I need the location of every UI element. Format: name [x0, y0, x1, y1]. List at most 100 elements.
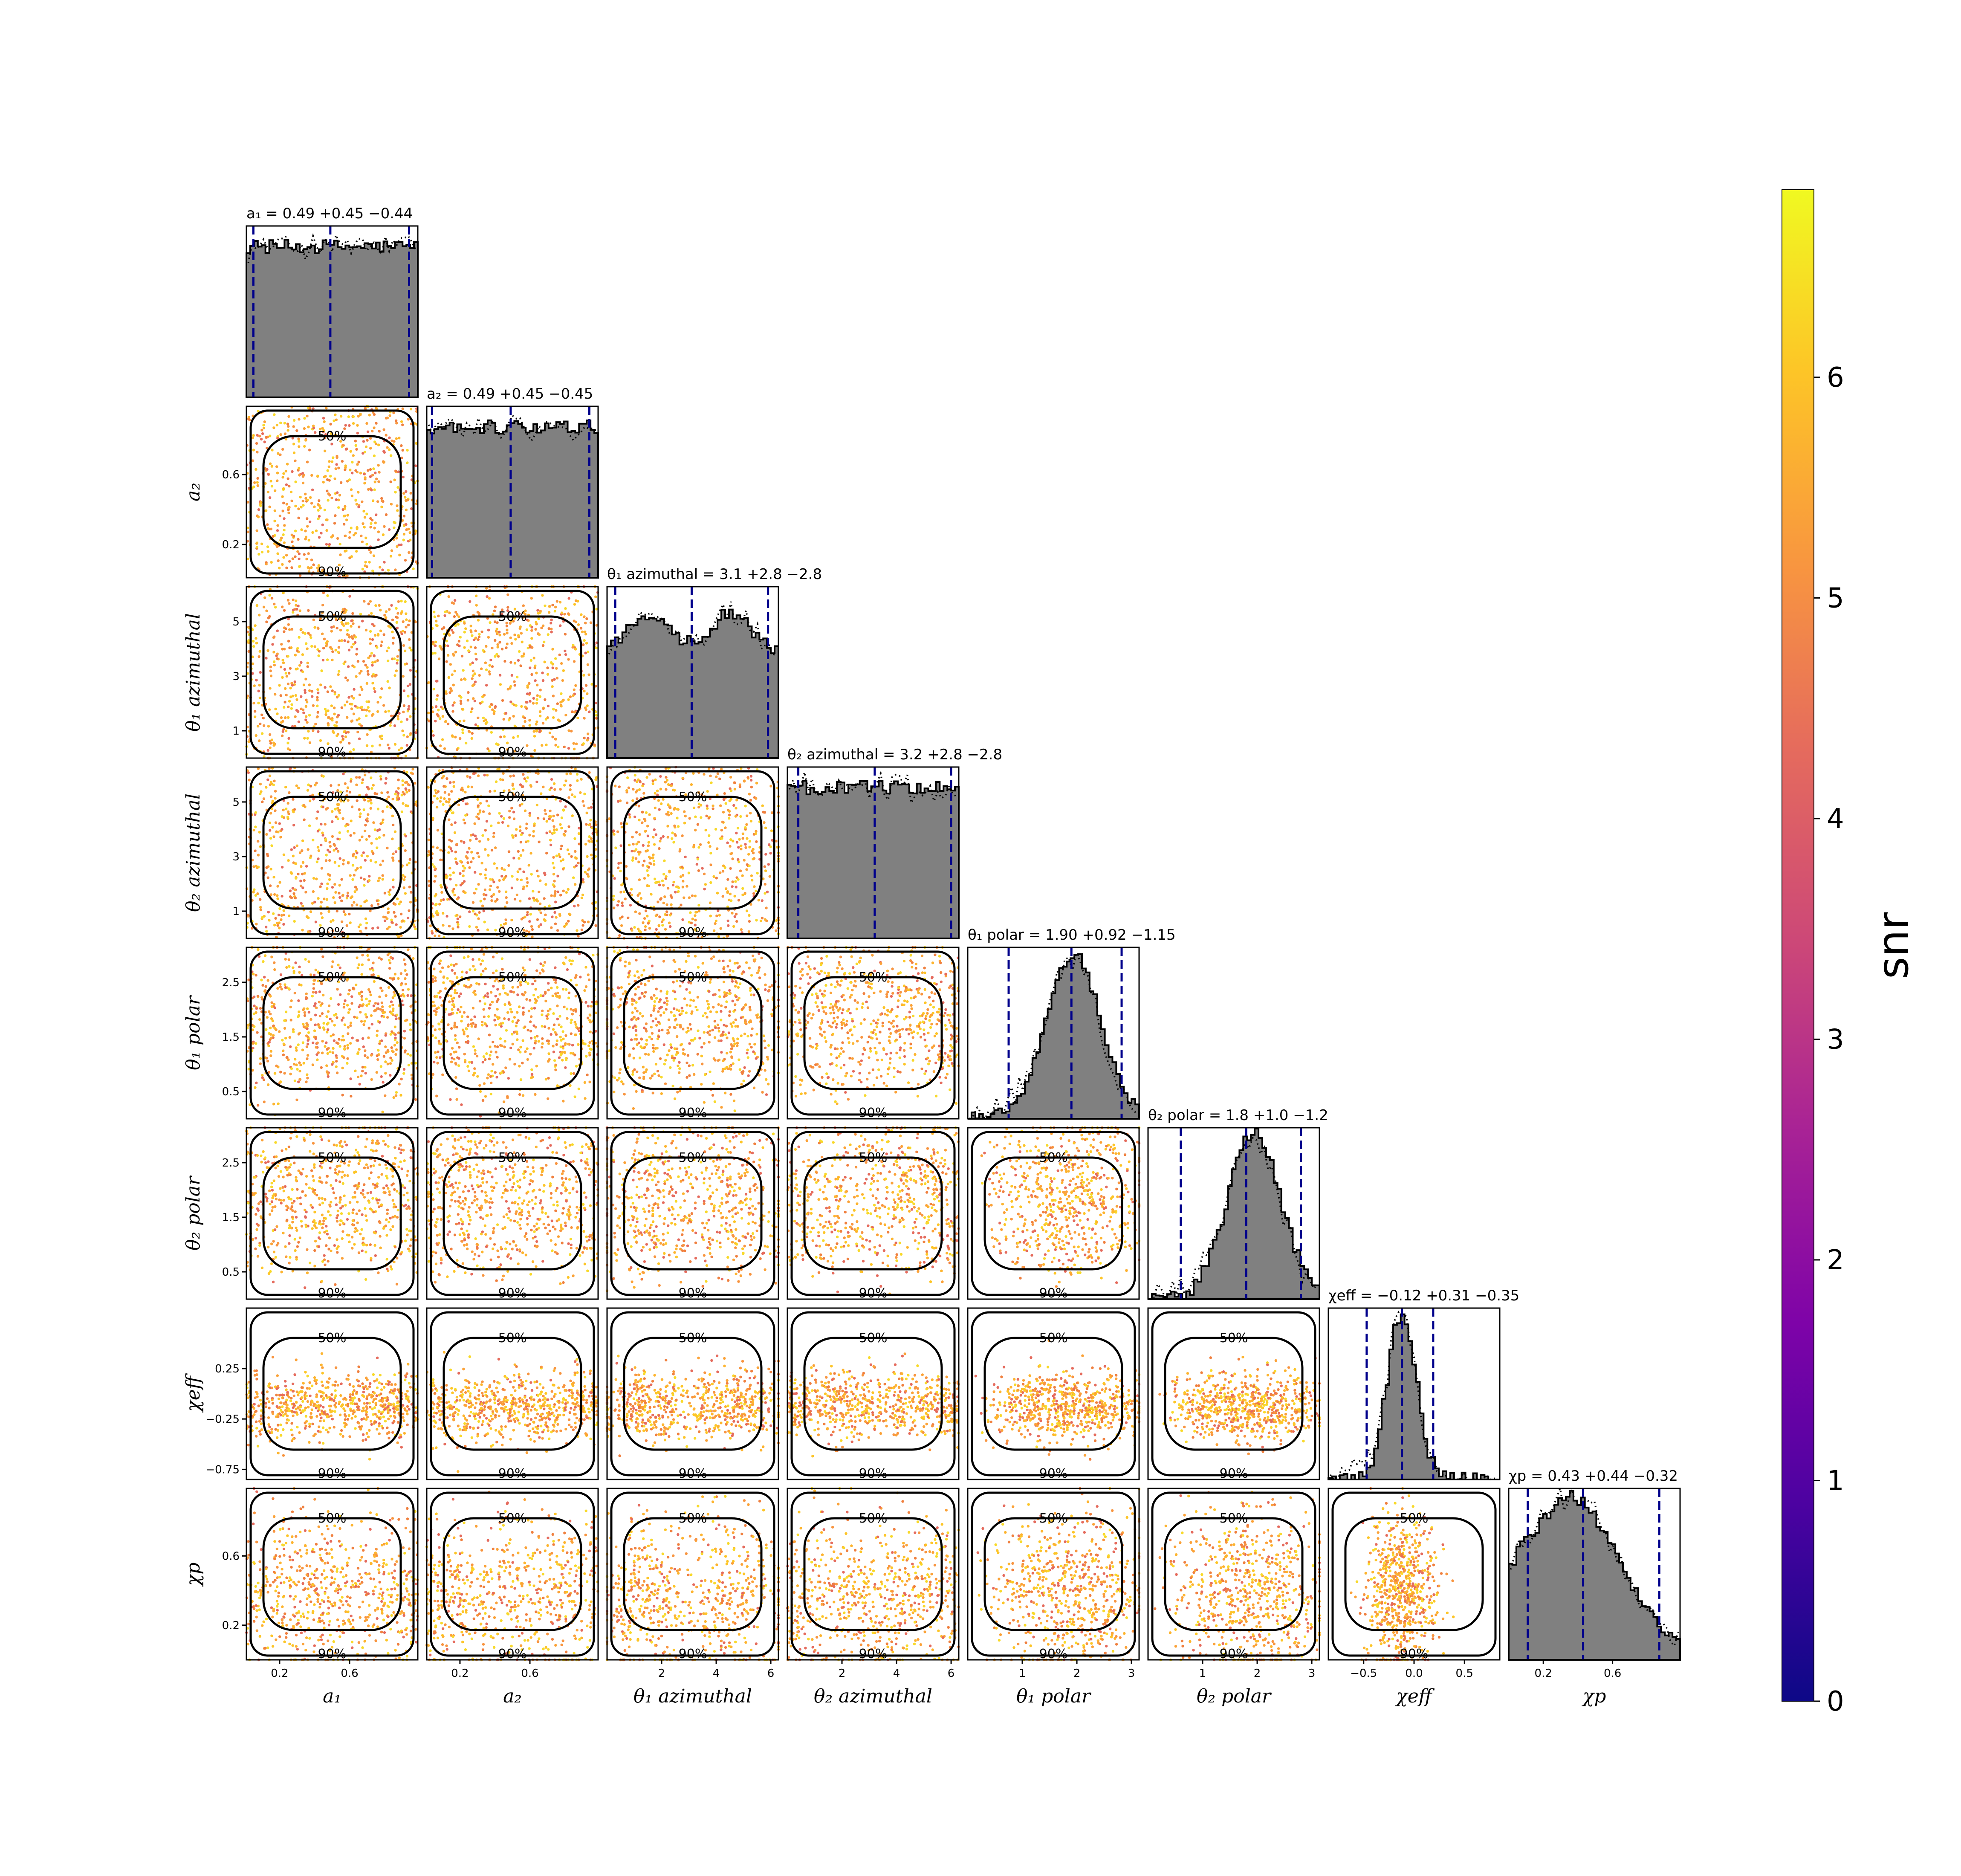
panel-frame: [787, 1307, 960, 1480]
contour-label-90: 90%: [318, 1106, 347, 1120]
scatter-panel-theta2_polar-vs-chi_p: 50% 90% 1 2 3 θ₂ polar: [1147, 1488, 1321, 1707]
contour-90: [790, 1131, 956, 1296]
contour-label-50: 50%: [859, 1331, 888, 1346]
contour-label-90: 90%: [318, 1466, 347, 1481]
y-tick-label: 1.5: [222, 1031, 240, 1044]
contour-label-90: 90%: [859, 1106, 888, 1120]
y-tick-label: 1.5: [222, 1211, 240, 1224]
contour-label-50: 50%: [318, 429, 347, 444]
scatter-panel-a1-vs-theta1_polar: 50% 90% 0.5 1.5 2.5 θ₁ polar: [182, 946, 419, 1120]
contour-label-50: 50%: [1220, 1511, 1248, 1526]
x-tick-label: 2: [839, 1667, 846, 1680]
contour-label-90: 90%: [679, 1466, 707, 1481]
scatter-panel-theta1_azimuthal-vs-theta2_azimuthal: 50% 90%: [605, 765, 780, 940]
param-title: θ₂ polar = 1.8 +1.0 −1.2: [1148, 1107, 1328, 1124]
scatter-panel-theta1_polar-vs-theta2_polar: 50% 90%: [967, 1126, 1141, 1301]
contour-label-50: 50%: [318, 1150, 347, 1165]
contour-90: [1331, 1491, 1497, 1657]
hist-panel-a1: a₁ = 0.49 +0.45 −0.44: [246, 205, 419, 398]
panel-frame: [426, 1307, 599, 1480]
scatter-panel-a2-vs-theta2_polar: 50% 90%: [425, 1126, 599, 1301]
panel-frame: [246, 225, 419, 398]
contour-label-90: 90%: [318, 925, 347, 940]
scatter-points: [980, 1126, 1141, 1288]
contour-label-50: 50%: [498, 1511, 527, 1526]
contour-90: [430, 590, 595, 755]
contour-label-90: 90%: [859, 1286, 888, 1301]
contour-label-90: 90%: [498, 925, 527, 940]
panel-frame: [967, 1307, 1140, 1480]
contour-label-50: 50%: [679, 1511, 707, 1526]
contour-90: [610, 1491, 775, 1657]
scatter-points: [245, 1126, 419, 1289]
scatter-panel-theta1_polar-vs-chi_p: 50% 90% 1 2 3 θ₁ polar: [967, 1487, 1141, 1707]
x-tick-label: 2: [1254, 1667, 1261, 1680]
contour-label-50: 50%: [318, 970, 347, 985]
y-tick-label: 3: [232, 851, 240, 863]
contour-50: [443, 976, 582, 1090]
x-tick-label: 0.5: [1456, 1667, 1473, 1680]
colorbar-ticks: 0 1 2 3 4 5 6: [1814, 362, 1844, 1717]
x-tick-label: 3: [1308, 1667, 1316, 1680]
contour-90: [430, 950, 595, 1116]
x-tick-label: 0.2: [1535, 1667, 1552, 1680]
contour-label-50: 50%: [1039, 1511, 1068, 1526]
panel-frame: [246, 947, 419, 1120]
y-tick-label: 2.5: [222, 1157, 240, 1170]
param-title: θ₁ azimuthal = 3.1 +2.8 −2.8: [607, 566, 822, 583]
x-axis-label: a₁: [323, 1685, 341, 1707]
hist-panel-a2: a₂ = 0.49 +0.45 −0.45: [426, 385, 599, 579]
colorbar-label: snr: [1868, 912, 1918, 979]
x-tick-label: 1: [1019, 1667, 1026, 1680]
contour-50: [983, 1156, 1123, 1271]
x-tick-label: 0.0: [1405, 1667, 1423, 1680]
hist-panel-theta1_polar: θ₁ polar = 1.90 +0.92 −1.15: [967, 926, 1176, 1121]
contour-label-50: 50%: [679, 1150, 707, 1165]
panel-frame: [967, 947, 1140, 1120]
contour-label-90: 90%: [679, 1286, 707, 1301]
scatter-points: [605, 946, 780, 1112]
scatter-points: [786, 1126, 960, 1295]
colorbar-tick-label: 6: [1827, 362, 1844, 394]
param-title: a₂ = 0.49 +0.45 −0.45: [427, 385, 593, 402]
histogram-bars: [1148, 1127, 1320, 1300]
prior-histogram: [428, 414, 597, 443]
contour-label-50: 50%: [498, 790, 527, 805]
y-axis-label: χp: [182, 1563, 204, 1587]
y-axis-label: θ₁ polar: [182, 995, 204, 1070]
scatter-panel-theta1_azimuthal-vs-theta2_polar: 50% 90%: [605, 1126, 780, 1301]
contour-label-90: 90%: [498, 1647, 527, 1662]
y-tick-label: 0.6: [222, 1550, 240, 1563]
panel-frame: [787, 1127, 960, 1300]
hist-panel-chi_eff: χeff = −0.12 +0.31 −0.35: [1328, 1287, 1519, 1481]
scatter-points: [245, 1487, 419, 1662]
scatter-panel-a2-vs-chi_eff: 50% 90%: [425, 1307, 599, 1481]
contour-label-90: 90%: [1220, 1466, 1248, 1481]
panel-frame: [426, 1488, 599, 1661]
histogram-bars: [787, 780, 960, 939]
param-title: χp = 0.43 +0.44 −0.32: [1509, 1468, 1678, 1485]
panel-frame: [787, 1488, 960, 1661]
contour-label-90: 90%: [498, 1106, 527, 1120]
contour-label-50: 50%: [859, 970, 888, 985]
y-axis-label: θ₂ polar: [182, 1175, 204, 1251]
scatter-panel-a1-vs-theta2_azimuthal: 50% 90% 1 3 5 θ₂ azimuthal: [182, 766, 419, 940]
panel-frame: [1147, 1127, 1320, 1300]
contour-label-90: 90%: [318, 1286, 347, 1301]
hist-panel-theta2_azimuthal: θ₂ azimuthal = 3.2 +2.8 −2.8: [787, 746, 1002, 939]
contour-label-50: 50%: [859, 1150, 888, 1165]
contour-50: [983, 1337, 1123, 1451]
panel-frame: [787, 947, 960, 1120]
y-tick-label: 0.6: [222, 469, 240, 481]
contour-50: [262, 1156, 402, 1271]
param-title: θ₂ azimuthal = 3.2 +2.8 −2.8: [787, 746, 1002, 763]
panel-frame: [426, 1127, 599, 1300]
y-tick-label: 1: [232, 725, 240, 738]
x-tick-label: 4: [893, 1667, 900, 1680]
y-axis-label: a₂: [182, 483, 204, 501]
contour-label-50: 50%: [318, 790, 347, 805]
panel-frame: [246, 1307, 419, 1480]
scatter-panel-theta2_azimuthal-vs-chi_p: 50% 90% 2 4 6 θ₂ azimuthal: [786, 1487, 960, 1707]
y-tick-label: 3: [232, 670, 240, 683]
